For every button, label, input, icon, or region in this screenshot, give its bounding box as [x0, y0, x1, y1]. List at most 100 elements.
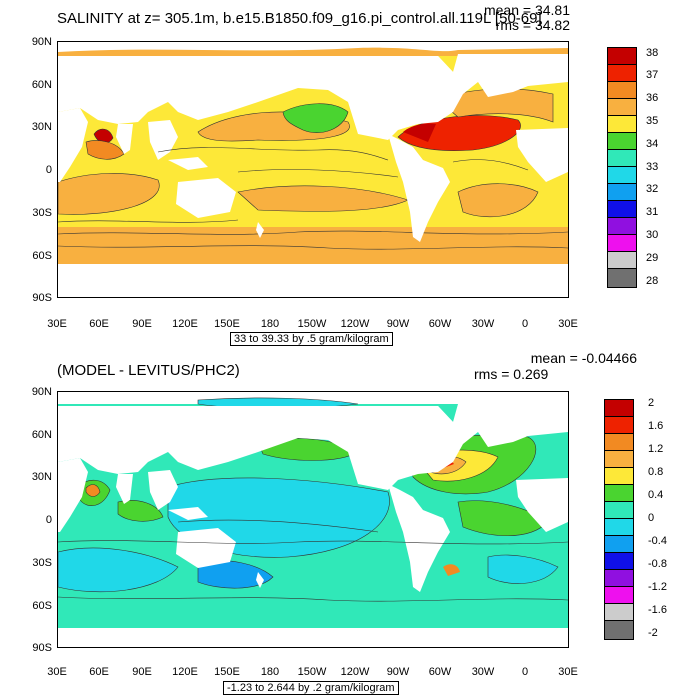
- difference-colorbar-box-0: [605, 400, 633, 417]
- salinity-colorbar-label-5: 33: [646, 161, 659, 173]
- difference-colorbar-box-3: [605, 451, 633, 468]
- salinity-colorbar-box-5: [608, 133, 636, 150]
- difference-colorbar-box-11: [605, 587, 633, 604]
- difference-contour-info: -1.23 to 2.644 by .2 gram/kilogram: [223, 681, 399, 695]
- difference-colorbar-label-3: 0.8: [648, 466, 664, 478]
- difference-colorbar-box-1: [605, 417, 633, 434]
- difference-lon-tick-7: 120W: [340, 666, 370, 678]
- difference-lon-tick-3: 120E: [172, 666, 198, 678]
- difference-colorbar-label-5: 0: [648, 512, 655, 524]
- difference-lat-tick-1: 60N: [31, 429, 52, 441]
- salinity-colorbar-label-0: 38: [646, 47, 659, 59]
- salinity-lon-tick-12: 30E: [558, 318, 578, 330]
- difference-lon-tick-1: 60E: [89, 666, 109, 678]
- difference-colorbar-label-1: 1.6: [648, 420, 664, 432]
- difference-lon-tick-10: 30W: [471, 666, 495, 678]
- salinity-lon-tick-10: 30W: [471, 318, 495, 330]
- difference-lon-tick-6: 150W: [297, 666, 327, 678]
- salinity-lat-tick-5: 60S: [32, 250, 52, 262]
- difference-colorbar-label-2: 1.2: [648, 443, 664, 455]
- salinity-lat-tick-1: 60N: [31, 79, 52, 91]
- salinity-lat-tick-3: 0: [45, 164, 52, 176]
- salinity-map: [57, 41, 569, 298]
- salinity-colorbar: [607, 47, 637, 288]
- difference-lon-tick-2: 90E: [132, 666, 152, 678]
- salinity-lon-tick-4: 150E: [214, 318, 240, 330]
- salinity-colorbar-box-6: [608, 150, 636, 167]
- salinity-lon-tick-7: 120W: [340, 318, 370, 330]
- salinity-lon-tick-0: 30E: [47, 318, 67, 330]
- difference-title: (MODEL - LEVITUS/PHC2): [57, 362, 240, 379]
- salinity-colorbar-label-10: 28: [646, 275, 659, 287]
- salinity-colorbar-label-2: 36: [646, 92, 659, 104]
- difference-lon-tick-11: 0: [521, 666, 529, 678]
- salinity-colorbar-box-8: [608, 184, 636, 201]
- difference-colorbar-box-2: [605, 434, 633, 451]
- difference-colorbar-label-9: -1.6: [648, 604, 667, 616]
- salinity-colorbar-label-8: 30: [646, 229, 659, 241]
- salinity-colorbar-label-6: 32: [646, 183, 659, 195]
- difference-colorbar-box-5: [605, 485, 633, 502]
- difference-colorbar-box-12: [605, 604, 633, 621]
- difference-lat-tick-0: 90N: [31, 386, 52, 398]
- difference-lon-tick-8: 90W: [386, 666, 410, 678]
- salinity-lon-tick-5: 180: [260, 318, 280, 330]
- salinity-lon-tick-9: 60W: [428, 318, 452, 330]
- salinity-colorbar-box-7: [608, 167, 636, 184]
- difference-colorbar-box-13: [605, 621, 633, 639]
- salinity-colorbar-box-9: [608, 201, 636, 218]
- salinity-rms: rms = 34.82: [495, 17, 570, 33]
- difference-lat-tick-6: 90S: [32, 642, 52, 654]
- difference-colorbar-box-10: [605, 570, 633, 587]
- salinity-title: SALINITY at z= 305.1m, b.e15.B1850.f09_g…: [57, 10, 542, 27]
- salinity-contour-info: 33 to 39.33 by .5 gram/kilogram: [230, 332, 393, 346]
- difference-colorbar-label-7: -0.8: [648, 558, 667, 570]
- difference-colorbar-label-8: -1.2: [648, 581, 667, 593]
- difference-lon-tick-9: 60W: [428, 666, 452, 678]
- salinity-colorbar-label-3: 35: [646, 115, 659, 127]
- difference-lon-tick-5: 180: [260, 666, 280, 678]
- difference-lon-tick-12: 30E: [558, 666, 578, 678]
- salinity-lon-tick-1: 60E: [89, 318, 109, 330]
- salinity-colorbar-label-4: 34: [646, 138, 659, 150]
- salinity-lat-tick-4: 30S: [32, 207, 52, 219]
- difference-colorbar-label-6: -0.4: [648, 535, 667, 547]
- difference-colorbar-box-7: [605, 519, 633, 536]
- difference-colorbar-label-0: 2: [648, 397, 655, 409]
- difference-lon-tick-0: 30E: [47, 666, 67, 678]
- salinity-lon-tick-8: 90W: [386, 318, 410, 330]
- difference-colorbar-box-4: [605, 468, 633, 485]
- difference-lat-tick-4: 30S: [32, 557, 52, 569]
- salinity-colorbar-box-10: [608, 218, 636, 235]
- salinity-map-svg: [58, 42, 568, 297]
- difference-colorbar-box-9: [605, 553, 633, 570]
- salinity-lon-tick-2: 90E: [132, 318, 152, 330]
- difference-lat-tick-3: 0: [45, 514, 52, 526]
- salinity-colorbar-box-4: [608, 116, 636, 133]
- salinity-lat-tick-0: 90N: [31, 36, 52, 48]
- difference-map-svg: [58, 392, 568, 647]
- salinity-colorbar-label-9: 29: [646, 252, 659, 264]
- difference-colorbar-label-10: -2: [648, 627, 658, 639]
- difference-mean: mean = -0.04466: [530, 350, 637, 366]
- difference-colorbar-label-4: 0.4: [648, 489, 664, 501]
- salinity-lon-tick-11: 0: [521, 318, 529, 330]
- salinity-colorbar-box-2: [608, 82, 636, 99]
- difference-rms: rms = 0.269: [474, 366, 549, 382]
- salinity-mean: mean = 34.81: [483, 2, 570, 18]
- salinity-lon-tick-6: 150W: [297, 318, 327, 330]
- difference-colorbar-box-6: [605, 502, 633, 519]
- salinity-colorbar-box-1: [608, 65, 636, 82]
- difference-colorbar-box-8: [605, 536, 633, 553]
- salinity-lat-tick-6: 90S: [32, 292, 52, 304]
- salinity-colorbar-box-13: [608, 269, 636, 287]
- salinity-colorbar-box-3: [608, 99, 636, 116]
- salinity-colorbar-box-12: [608, 252, 636, 269]
- salinity-colorbar-label-1: 37: [646, 69, 659, 81]
- salinity-colorbar-box-11: [608, 235, 636, 252]
- difference-lat-tick-5: 60S: [32, 600, 52, 612]
- salinity-lat-tick-2: 30N: [31, 121, 52, 133]
- difference-colorbar: [604, 399, 634, 640]
- salinity-lon-tick-3: 120E: [172, 318, 198, 330]
- salinity-colorbar-label-7: 31: [646, 206, 659, 218]
